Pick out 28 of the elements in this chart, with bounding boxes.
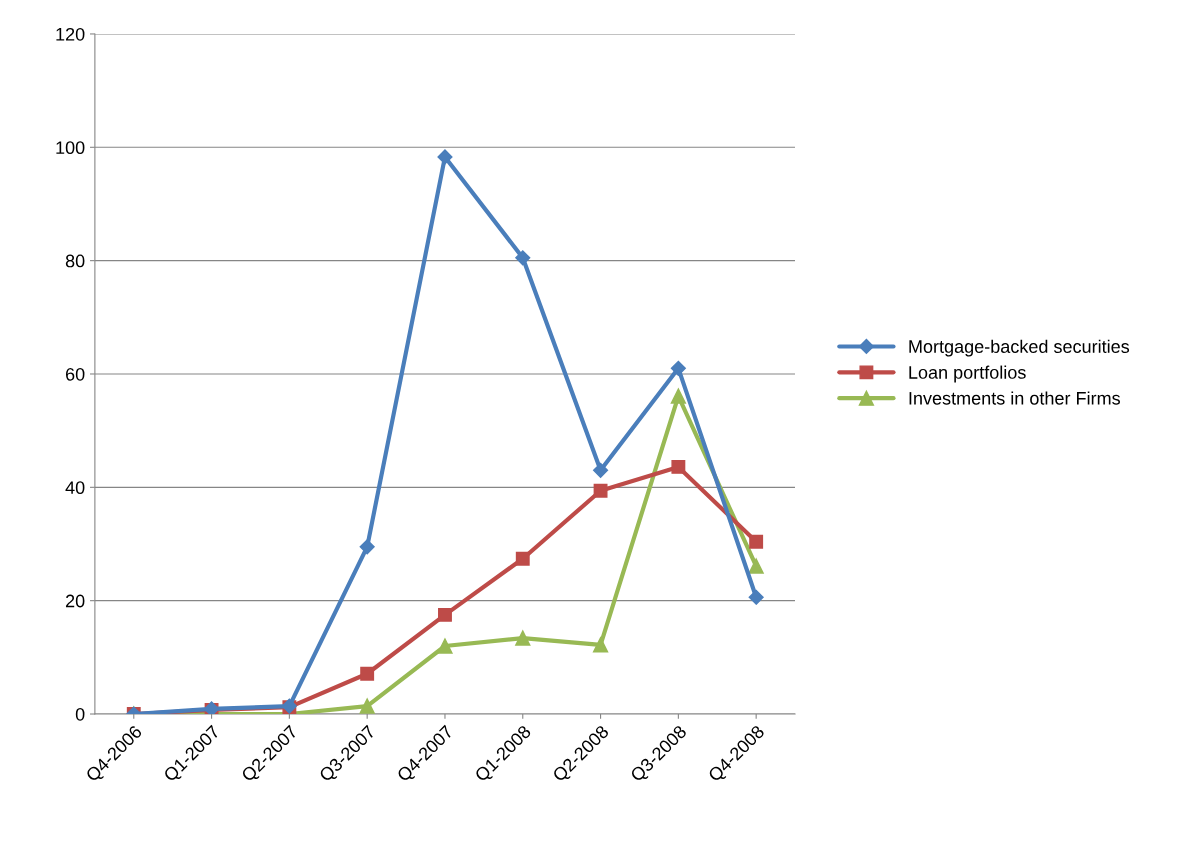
point xyxy=(359,698,375,714)
y-tick-label: 40 xyxy=(65,481,85,495)
point xyxy=(671,459,686,474)
y-tick-label: 20 xyxy=(65,594,85,608)
point xyxy=(360,666,375,681)
point xyxy=(748,589,764,605)
point xyxy=(748,558,764,574)
point xyxy=(438,607,452,622)
point xyxy=(593,483,608,498)
point xyxy=(670,388,687,404)
point xyxy=(670,360,686,376)
legend-label: Investments in other Firms xyxy=(909,391,1120,405)
y-tick-label: 80 xyxy=(65,254,85,268)
point xyxy=(515,250,531,266)
legend-label: Mortgage-backed securities xyxy=(909,339,1130,357)
point xyxy=(749,534,764,549)
y-tick-label: 60 xyxy=(65,367,85,381)
y-tick-label: 100 xyxy=(56,141,85,155)
y-tick-label: 120 xyxy=(56,27,85,41)
point xyxy=(437,149,453,165)
y-tick-label: 0 xyxy=(75,707,85,721)
point xyxy=(592,462,609,478)
point xyxy=(515,630,531,646)
point xyxy=(515,551,530,566)
point xyxy=(437,638,453,654)
point xyxy=(359,539,375,555)
point xyxy=(592,637,609,653)
legend-label: Loan portfolios xyxy=(909,365,1026,383)
